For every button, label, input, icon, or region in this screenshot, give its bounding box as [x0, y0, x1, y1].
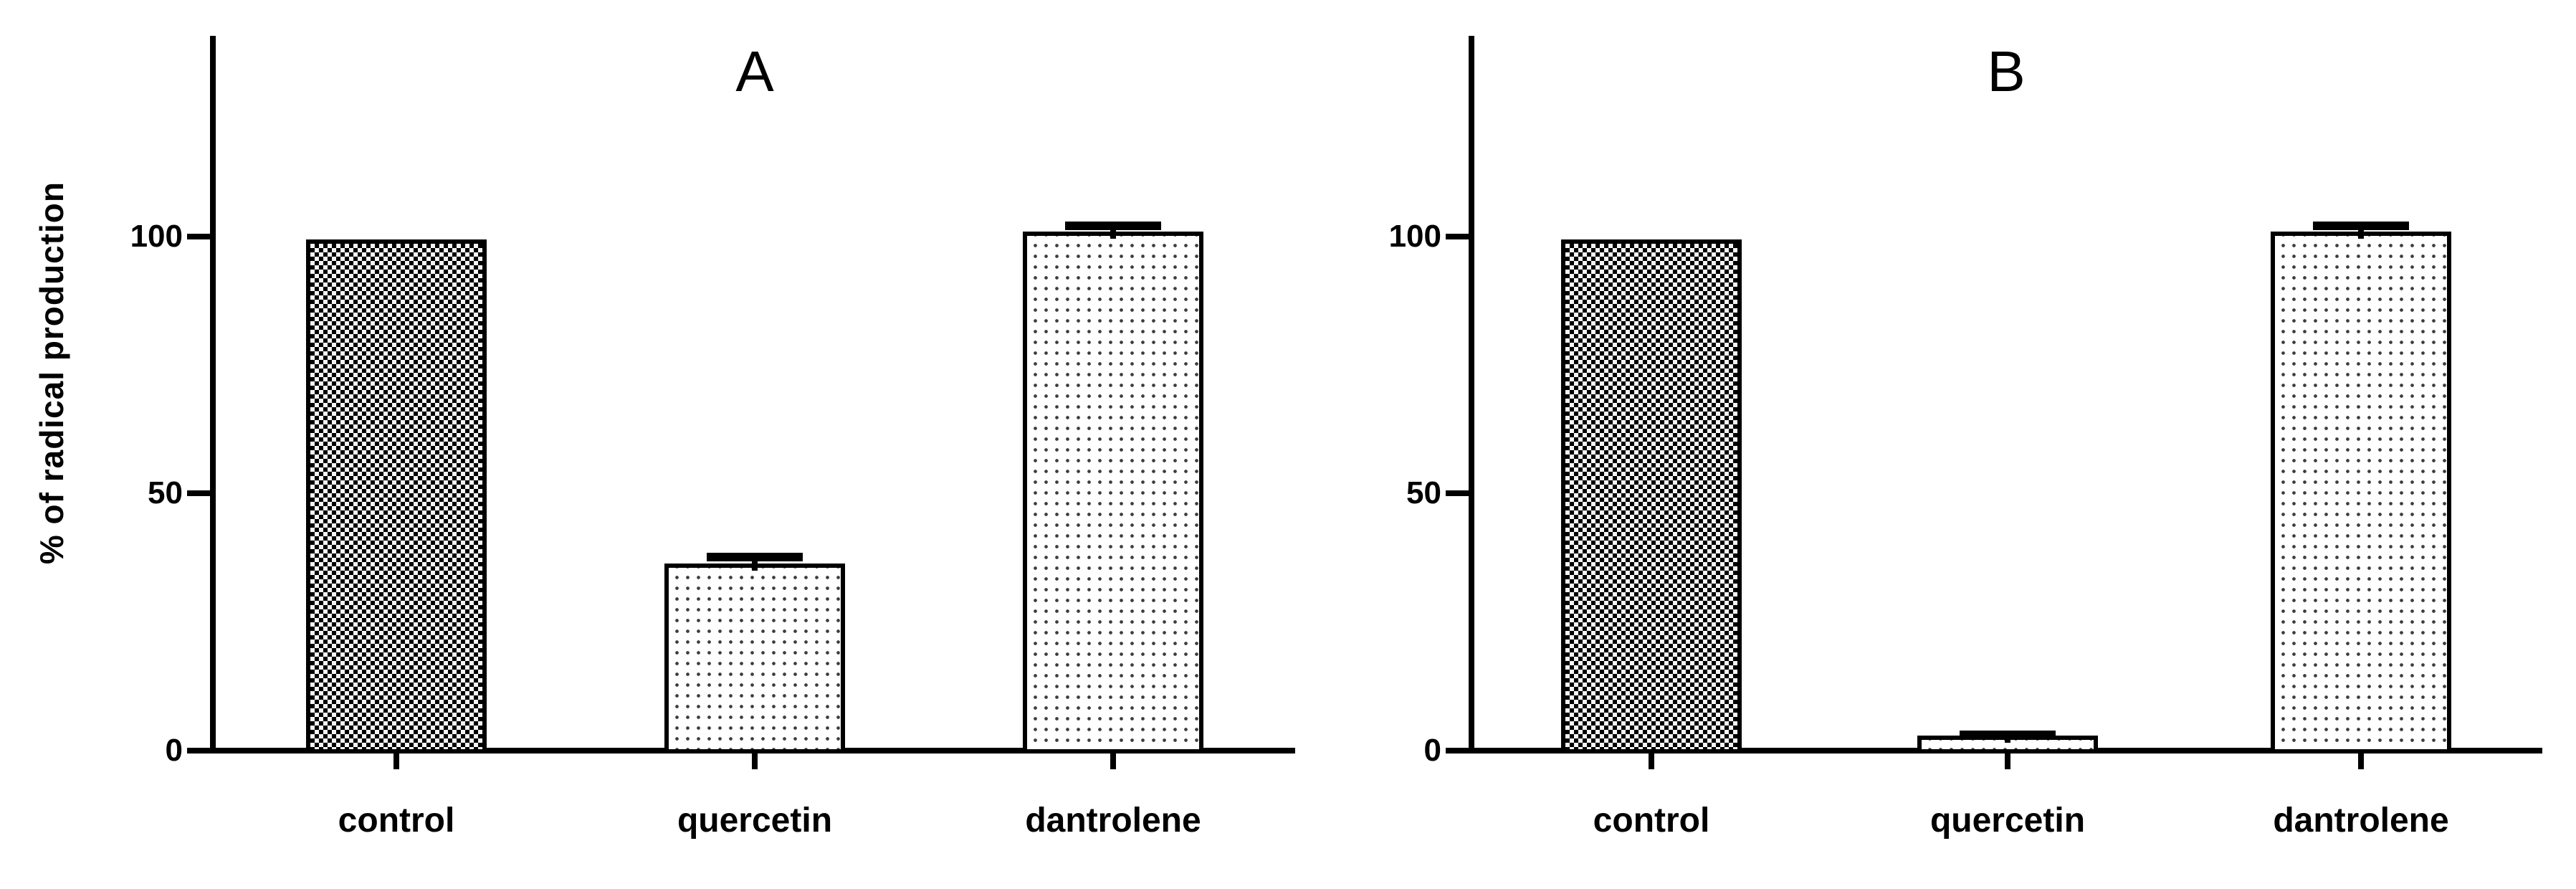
errorbar-stem — [752, 553, 758, 571]
panel-a-xtick-quercetin — [752, 753, 758, 769]
panel-a-xlabel-dantrolene: dantrolene — [1025, 802, 1201, 840]
panel-a-y-axis-line — [210, 36, 216, 753]
panel-a-xtick-dantrolene — [1110, 753, 1116, 769]
panel-b-xtick-quercetin — [2005, 753, 2010, 769]
panel-b-errorbar-quercetin — [1960, 730, 2056, 743]
panel-b-ytick-label-0: 0 — [1423, 733, 1441, 768]
panel-b-ytick-50 — [1446, 490, 1469, 496]
panel-b-xlabel-control: control — [1593, 802, 1710, 840]
panel-a-ytick-label-100: 100 — [130, 219, 183, 254]
panel-b-title: B — [1987, 39, 2026, 103]
errorbar-cap — [1960, 730, 2056, 739]
errorbar-cap — [1065, 221, 1161, 230]
panel-a-errorbar-dantrolene — [1065, 221, 1161, 239]
errorbar-cap — [2313, 221, 2409, 230]
panel-a-ytick-100 — [187, 234, 210, 239]
panel-a-bar-quercetin — [664, 563, 845, 753]
panel-b-y-axis-line — [1469, 36, 1474, 753]
panel-b-xtick-control — [1649, 753, 1654, 769]
panel-a-ytick-0 — [187, 748, 210, 753]
panel-a-errorbar-quercetin — [707, 553, 803, 571]
panel-b-bar-dantrolene — [2271, 232, 2451, 753]
panel-a-title: A — [735, 39, 774, 103]
panel-b-ytick-0 — [1446, 748, 1469, 753]
panel-b-xtick-dantrolene — [2358, 753, 2364, 769]
errorbar-stem — [2358, 221, 2364, 239]
panel-b-xlabel-quercetin: quercetin — [1929, 802, 2086, 840]
panel-a-ytick-50 — [187, 490, 210, 496]
panel-a-ytick-label-50: 50 — [148, 475, 183, 510]
panel-b-errorbar-dantrolene — [2313, 221, 2409, 239]
panel-a-xlabel-quercetin: quercetin — [677, 802, 833, 840]
panel-b-ytick-100 — [1446, 234, 1469, 239]
panel-b-xlabel-dantrolene: dantrolene — [2273, 802, 2449, 840]
panel-b-ytick-label-50: 50 — [1406, 475, 1441, 510]
panel-a-xlabel-control: control — [338, 802, 455, 840]
panel-a-xtick-control — [393, 753, 399, 769]
panel-a-ytick-label-0: 0 — [165, 733, 183, 768]
panel-a-bar-control — [306, 239, 487, 753]
errorbar-stem — [1110, 221, 1116, 239]
y-axis-title: % of radical production — [14, 122, 89, 624]
errorbar-cap — [707, 553, 803, 562]
panel-a-bar-dantrolene — [1023, 232, 1203, 753]
panel-b-bar-control — [1561, 239, 1742, 753]
panel-b-ytick-label-100: 100 — [1388, 219, 1441, 254]
